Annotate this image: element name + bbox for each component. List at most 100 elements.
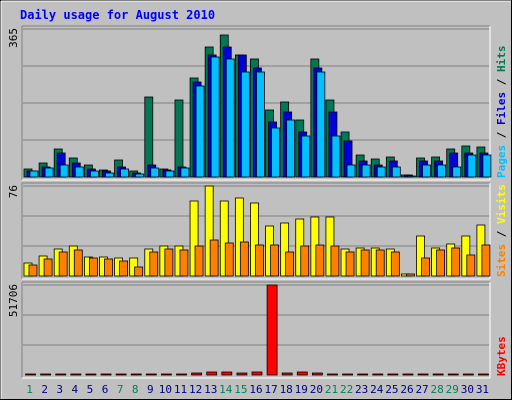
bar-kbytes-day-8 bbox=[130, 373, 142, 376]
y-max-label: 76 bbox=[7, 185, 20, 198]
legend-separator: / bbox=[495, 72, 508, 92]
bar-hits-day-11 bbox=[174, 99, 184, 178]
x-tick-label-11: 11 bbox=[174, 383, 187, 396]
x-tick-label-29: 29 bbox=[446, 383, 459, 396]
bar-kbytes-day-20 bbox=[311, 372, 323, 376]
bar-sites-day-30 bbox=[466, 254, 476, 277]
bar-pages-day-24 bbox=[376, 166, 386, 178]
bar-kbytes-day-7 bbox=[115, 373, 127, 376]
bar-pages-day-21 bbox=[331, 135, 341, 178]
bar-sites-day-6 bbox=[104, 258, 113, 277]
legend-entry-visits: Visits bbox=[495, 184, 508, 224]
bar-pages-day-29 bbox=[452, 166, 462, 178]
x-tick-label-1: 1 bbox=[26, 383, 33, 396]
bar-sites-day-16 bbox=[255, 244, 264, 277]
x-tick-label-19: 19 bbox=[295, 383, 308, 396]
bar-kbytes-day-2 bbox=[40, 373, 52, 376]
x-tick-label-28: 28 bbox=[431, 383, 444, 396]
x-tick-label-7: 7 bbox=[117, 383, 124, 396]
bar-kbytes-day-18 bbox=[281, 372, 293, 376]
legend-kbytes: KBytes bbox=[495, 336, 508, 376]
bar-sites-day-18 bbox=[285, 251, 295, 277]
bar-pages-day-14 bbox=[225, 58, 235, 178]
bar-sites-day-7 bbox=[119, 260, 128, 277]
x-tick-label-8: 8 bbox=[132, 383, 139, 396]
bar-sites-day-10 bbox=[164, 248, 174, 277]
bar-pages-day-27 bbox=[422, 164, 431, 178]
bar-kbytes-day-31 bbox=[478, 373, 489, 376]
bar-kbytes-day-19 bbox=[296, 371, 308, 376]
x-tick-label-31: 31 bbox=[476, 383, 489, 396]
y-max-label: 365 bbox=[7, 28, 20, 48]
bar-sites-day-24 bbox=[375, 249, 385, 277]
bar-pages-day-5 bbox=[89, 170, 99, 178]
x-tick-label-14: 14 bbox=[219, 383, 233, 396]
bar-pages-day-15 bbox=[240, 71, 250, 178]
bar-sites-day-5 bbox=[88, 257, 98, 277]
x-tick-label-18: 18 bbox=[280, 383, 293, 396]
x-tick-label-26: 26 bbox=[400, 383, 413, 396]
bar-kbytes-day-26 bbox=[402, 373, 414, 376]
bar-pages-day-2 bbox=[44, 167, 54, 178]
bar-kbytes-day-4 bbox=[70, 373, 82, 376]
panel-hits-files-pages: 365 Pages / Files / Hits bbox=[7, 25, 508, 181]
bar-kbytes-day-17 bbox=[266, 284, 278, 376]
bar-sites-day-23 bbox=[360, 249, 370, 277]
x-tick-label-16: 16 bbox=[249, 383, 262, 396]
bar-sites-day-1 bbox=[28, 264, 38, 277]
bar-sites-day-19 bbox=[300, 245, 310, 277]
bar-sites-day-20 bbox=[315, 244, 325, 277]
bar-pages-day-18 bbox=[286, 119, 296, 178]
x-tick-label-22: 22 bbox=[340, 383, 353, 396]
x-tick-label-20: 20 bbox=[310, 383, 323, 396]
bar-kbytes-day-29 bbox=[447, 373, 459, 376]
legend-entry-pages: Pages bbox=[495, 145, 508, 178]
bar-visits-day-15 bbox=[234, 197, 244, 277]
x-tick-label-17: 17 bbox=[264, 383, 277, 396]
bar-pages-day-10 bbox=[165, 170, 175, 178]
x-tick-label-10: 10 bbox=[159, 383, 172, 396]
bar-pages-day-17 bbox=[271, 127, 280, 178]
bar-sites-day-12 bbox=[194, 245, 204, 277]
bar-kbytes-day-6 bbox=[100, 373, 112, 376]
x-tick-label-23: 23 bbox=[355, 383, 368, 396]
bar-sites-day-21 bbox=[330, 245, 340, 277]
legend-separator: / bbox=[495, 125, 508, 145]
x-tick-label-21: 21 bbox=[325, 383, 338, 396]
x-tick-label-25: 25 bbox=[385, 383, 398, 396]
chart-title: Daily usage for August 2010 bbox=[20, 8, 215, 22]
panel-kbytes: 51706 KBytes bbox=[7, 281, 508, 379]
bar-kbytes-day-27 bbox=[417, 373, 429, 376]
legend-entry-sites: Sites bbox=[495, 244, 508, 277]
legend-separator: / bbox=[495, 224, 508, 244]
bar-pages-day-20 bbox=[316, 71, 326, 178]
x-tick-label-24: 24 bbox=[370, 383, 384, 396]
bar-kbytes-day-5 bbox=[85, 373, 97, 376]
bar-pages-day-8 bbox=[135, 173, 145, 178]
x-tick-label-30: 30 bbox=[461, 383, 474, 396]
bar-sites-day-2 bbox=[43, 258, 53, 277]
bar-sites-day-14 bbox=[224, 242, 234, 277]
bar-pages-day-13 bbox=[210, 56, 220, 178]
bar-pages-day-16 bbox=[256, 71, 265, 178]
bar-sites-day-9 bbox=[149, 251, 159, 277]
bar-pages-day-31 bbox=[482, 154, 492, 178]
bar-kbytes-day-11 bbox=[176, 373, 187, 376]
bar-visits-day-12 bbox=[189, 200, 199, 277]
bar-kbytes-day-28 bbox=[432, 373, 444, 376]
bar-visits-day-27 bbox=[416, 235, 425, 277]
x-tick-label-3: 3 bbox=[56, 383, 63, 396]
bar-sites-day-25 bbox=[390, 251, 400, 277]
bar-sites-day-17 bbox=[270, 244, 279, 277]
y-max-label: 51706 bbox=[7, 284, 20, 317]
x-tick-label-9: 9 bbox=[147, 383, 154, 396]
bar-kbytes-day-13 bbox=[206, 371, 218, 376]
bar-kbytes-day-12 bbox=[191, 372, 203, 376]
bar-kbytes-day-16 bbox=[251, 371, 263, 376]
bar-sites-day-27 bbox=[421, 257, 430, 277]
x-tick-label-5: 5 bbox=[87, 383, 94, 396]
x-tick-label-6: 6 bbox=[102, 383, 109, 396]
legend-hits-files-pages: Pages / Files / Hits bbox=[495, 46, 508, 179]
bar-pages-day-1 bbox=[29, 170, 39, 178]
bar-kbytes-day-30 bbox=[462, 373, 474, 376]
